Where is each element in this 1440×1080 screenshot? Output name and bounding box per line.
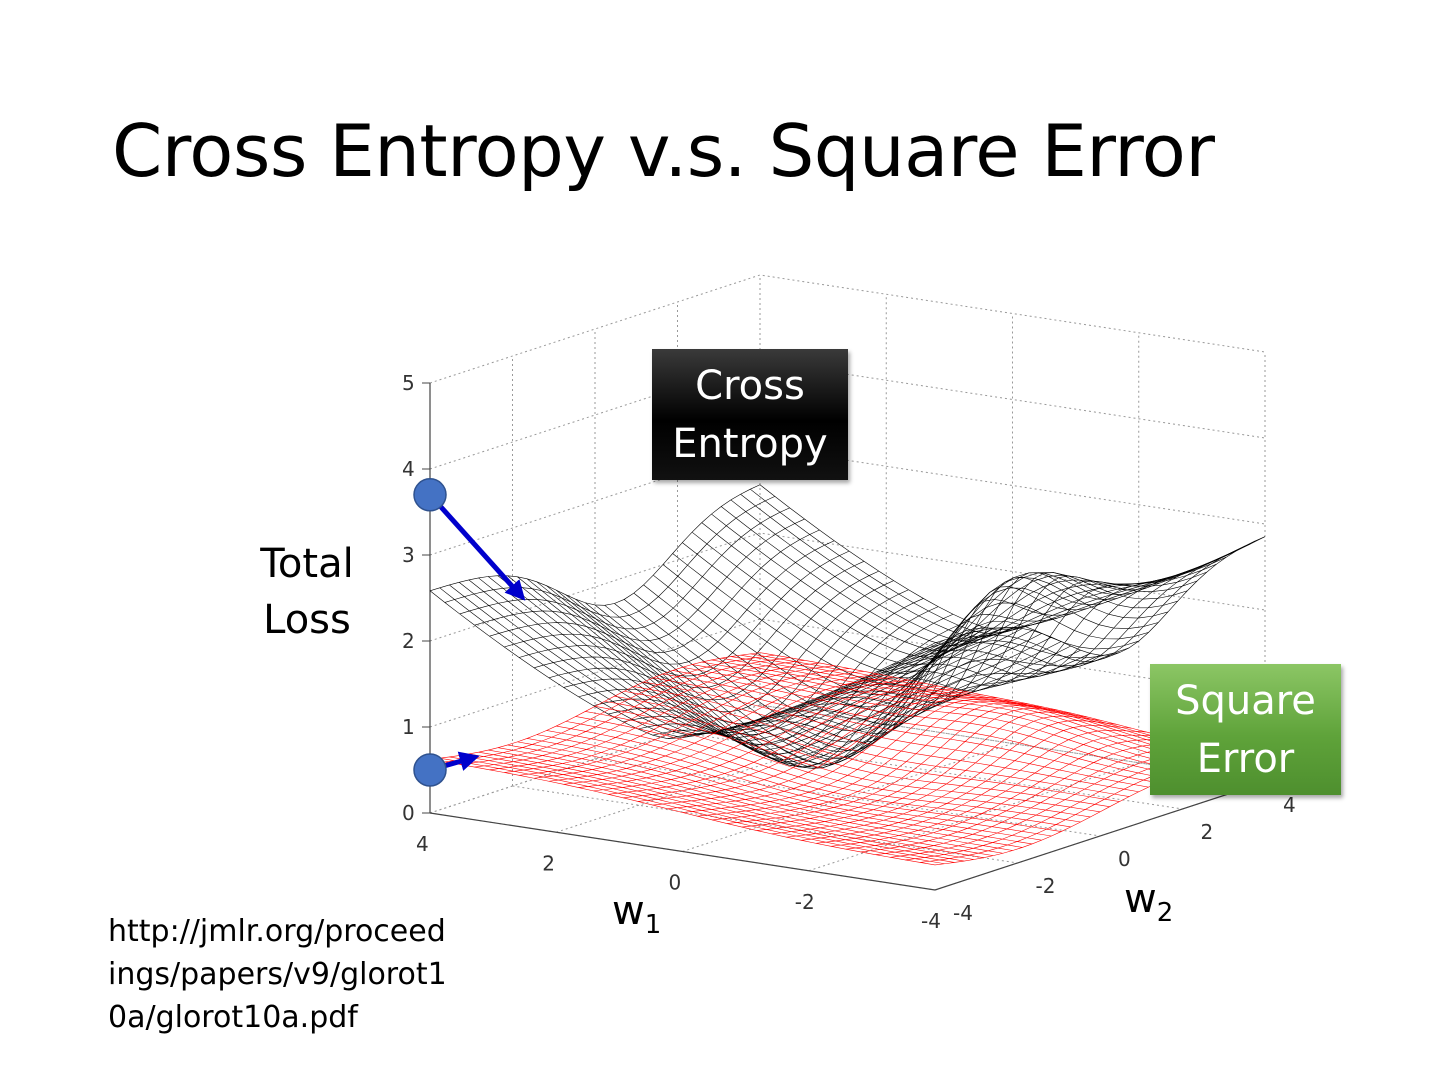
surface-mesh-line — [801, 725, 1132, 841]
z-tick-label: 4 — [402, 457, 415, 481]
axis-ticks: 0 1 2 3 4 5 4 2 0 -2 -4 -4 -2 0 2 4 — [402, 371, 1296, 933]
surface-mesh-line — [697, 625, 1028, 759]
w1-tick-label: 4 — [416, 832, 429, 856]
gradient-markers — [413, 478, 526, 787]
surface-mesh-line — [633, 686, 1139, 793]
grid-line — [594, 758, 1101, 837]
surface-mesh-line — [750, 488, 1256, 635]
surface-mesh-line — [459, 507, 790, 630]
surface-mesh-line — [721, 657, 1227, 764]
surface-mesh-line — [727, 705, 1058, 824]
surface-mesh-line — [711, 659, 1217, 765]
position-marker — [413, 478, 447, 512]
surface-mesh-line — [741, 708, 1072, 828]
surface-mesh-line — [816, 730, 1147, 844]
w2-tick-label: -4 — [953, 901, 973, 925]
w1-tick-label: -2 — [795, 890, 815, 914]
surface-mesh-line — [672, 670, 1178, 776]
z-axis-title-text: Total Loss — [260, 541, 354, 643]
position-marker — [413, 753, 447, 787]
surface-mesh-line — [439, 587, 945, 737]
w2-tick-label: 4 — [1283, 793, 1296, 817]
surface-mesh-line — [845, 739, 1176, 850]
cross-entropy-surface — [429, 484, 1266, 769]
z-tick-label: 1 — [402, 715, 415, 739]
w2-axis-label: w2 — [1124, 876, 1174, 928]
square-error-surface — [429, 652, 1266, 866]
surface-mesh-line — [711, 513, 1217, 652]
surface-mesh-line — [504, 540, 835, 665]
surface-mesh-line — [771, 715, 1102, 835]
surface-mesh-line — [756, 711, 1087, 831]
surface-mesh-line — [624, 690, 1130, 797]
surface-mesh-line — [662, 564, 1169, 696]
w1-tick-label: -4 — [921, 909, 941, 933]
z-tick-label: 0 — [402, 801, 415, 825]
w1-tick-label: 2 — [542, 851, 555, 875]
surface-mesh-line — [860, 742, 1191, 853]
surface-mesh-line — [662, 673, 1168, 780]
z-tick-label: 2 — [402, 629, 415, 653]
surface-mesh-line — [459, 755, 965, 862]
surface-mesh-line — [845, 576, 1176, 687]
surface-mesh-line — [653, 677, 1159, 784]
w2-tick-label: -2 — [1036, 874, 1056, 898]
w2-tick-label: 0 — [1118, 847, 1131, 871]
surface-mesh-line — [720, 506, 1227, 647]
w1-axis — [429, 812, 936, 891]
w2-tick-label: 2 — [1201, 820, 1214, 844]
z-tick-label: 3 — [402, 543, 415, 567]
surface-mesh-line — [905, 551, 1236, 668]
surface-mesh-line — [692, 664, 1198, 770]
surface-mesh-line — [701, 661, 1207, 767]
z-axis-title: Total Loss — [250, 536, 364, 648]
surface-mesh-line — [623, 599, 1130, 743]
w1-axis-label: w1 — [612, 888, 662, 940]
grid-line — [429, 446, 1266, 556]
surface-mesh-line — [594, 604, 1101, 765]
surface-mesh-line — [488, 749, 994, 856]
surface-mesh-line — [712, 702, 1043, 821]
w1-tick-label: 0 — [669, 871, 682, 895]
grid-line — [429, 532, 1266, 642]
surface-mesh-line — [614, 695, 1120, 802]
surface-mesh-line — [756, 586, 1087, 726]
surface-mesh-line — [478, 751, 984, 858]
surface-mesh-line — [771, 577, 1102, 718]
surface-mesh-line — [730, 499, 1237, 642]
surface-mesh-line — [801, 572, 1132, 705]
surface-mesh-line — [637, 620, 969, 762]
w2-axis — [934, 781, 1266, 891]
surface-mesh-line — [682, 667, 1188, 773]
square-error-legend: Square Error — [1150, 664, 1341, 795]
surface-mesh-line — [594, 706, 1101, 813]
surface-mesh-line — [507, 744, 1013, 851]
grid-line — [429, 274, 1266, 384]
slide-title: Cross Entropy v.s. Square Error — [112, 109, 1215, 193]
grid-line — [429, 360, 1266, 470]
surface-mesh-line — [555, 589, 1062, 765]
surface-mesh-line — [934, 536, 1266, 656]
surface-mesh-line — [830, 734, 1162, 847]
surface-mesh-line — [786, 720, 1117, 838]
surface-mesh-line — [643, 681, 1149, 788]
surface-mesh-line — [519, 550, 850, 677]
surface-mesh-line — [444, 496, 775, 618]
surface-mesh-line — [468, 753, 974, 860]
grid-line — [429, 618, 1266, 728]
surface-mesh-line — [643, 584, 1149, 720]
surface-mesh-line — [526, 578, 1033, 751]
z-tick-label: 5 — [402, 371, 415, 395]
cross-entropy-legend: Cross Entropy — [652, 349, 848, 480]
surface-mesh-line — [444, 654, 775, 763]
surface-mesh-line — [759, 484, 1266, 631]
surface-mesh-line — [920, 543, 1251, 663]
gradient-arrow — [428, 493, 526, 601]
source-link[interactable]: http://jmlr.org/proceedings/papers/v9/gl… — [108, 914, 447, 1035]
surface-mesh-line — [890, 557, 1221, 673]
surface-mesh-line — [682, 542, 1188, 675]
surface-mesh-line — [604, 700, 1110, 807]
surface-mesh-line — [697, 700, 1028, 817]
